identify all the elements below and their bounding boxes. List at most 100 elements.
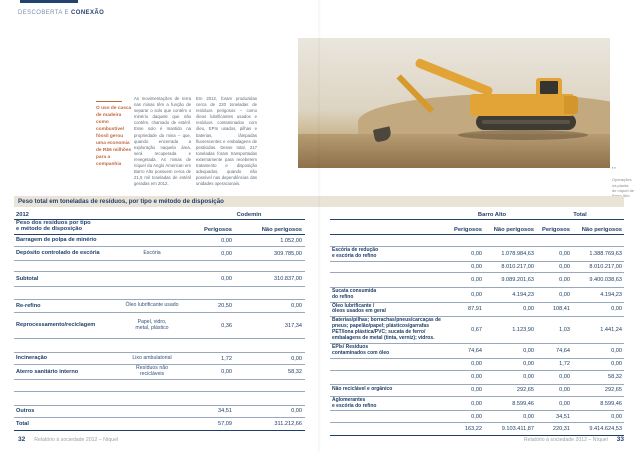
group-barro-alto: Barro Alto [477, 212, 507, 218]
callout-rule [96, 101, 122, 102]
total-perigosos-value: 0,00 [559, 400, 570, 407]
total-nao-perigosos-value: 9.400.038,63 [589, 276, 622, 283]
barroalto-nao-perigosos-value: 1.078.984,63 [501, 250, 534, 257]
barroalto-nao-perigosos-value: 0,00 [523, 306, 534, 313]
row-label [14, 265, 110, 267]
chapter-prefix: DESCOBERTA E [18, 10, 69, 16]
table-title: Peso total em toneladas de resíduos, por… [14, 196, 624, 207]
table-row-subtotal-right: 0,00 9.089.201,63 0,00 9.400.038,63 [330, 273, 624, 288]
total-nao-perigosos-value: 8.010.217,00 [589, 263, 622, 270]
codemin-perigosos-value [194, 345, 234, 347]
barroalto-perigosos-value: 0,00 [471, 276, 482, 283]
codemin-perigosos-value: 34,51 [218, 408, 232, 415]
row-label-right [330, 240, 448, 242]
barroalto-nao-perigosos-value: 0,00 [523, 361, 534, 368]
row-label: Total [16, 420, 29, 427]
col-codemin-nao-perigosos: Não perigosos [261, 227, 302, 233]
table-subheader-left: Peso dos resíduos por tipo e método de d… [14, 219, 305, 235]
table-row-escoria-2-right: 0,00 8.010.217,00 0,00 8.010.217,00 [330, 262, 624, 273]
row-label-right: Baterias/pilhas; borrachas/pneus/carcaça… [332, 317, 441, 342]
codemin-perigosos-value: 1,72 [221, 355, 232, 362]
ground [298, 134, 610, 168]
col-barroalto-perigosos: Perigosos [453, 227, 482, 233]
total-perigosos-value: 0,00 [559, 250, 570, 257]
col-total-perigosos: Perigosos [541, 227, 570, 233]
row-label [14, 384, 110, 386]
subheader-spacer [330, 232, 448, 234]
codemin-perigosos-value: 57,09 [218, 420, 232, 427]
codemin-perigosos-value [194, 397, 234, 399]
table-subheader-right: Perigosos Não perigosos Perigosos Não pe… [330, 221, 624, 235]
row-label-right [330, 266, 448, 268]
total-perigosos-value [536, 240, 572, 242]
highlight-callout: O uso de casca de madeira como combustív… [96, 101, 133, 169]
codemin-nao-perigosos-value: 309.785,00 [274, 250, 302, 257]
barroalto-perigosos-value: 163,22 [464, 426, 482, 433]
row-material [110, 384, 194, 386]
group-total: Total [573, 212, 587, 218]
caption-text: Operações na planta de níquel de Barro A… [612, 177, 635, 199]
table-row-aterro-interno: Aterro sanitário interno Resíduos não rec… [14, 365, 305, 380]
row-label: Outros [16, 408, 35, 415]
row-label-right: Óleo lubrificante / óleos usados em gera… [332, 302, 386, 315]
total-nao-perigosos-value [572, 240, 624, 242]
row-header-title: Peso dos resíduos por tipo e método de d… [16, 219, 91, 233]
total-nao-perigosos-value: 0,00 [611, 361, 622, 368]
table-row-re-refino-right: Óleo lubrificante / óleos usados em gera… [330, 303, 624, 318]
row-material: Papel, vidro, metal, plástico [135, 318, 169, 331]
barroalto-nao-perigosos-value: 9.089.201,63 [501, 276, 534, 283]
codemin-nao-perigosos-value: 311.212,66 [274, 420, 302, 427]
table-row-incineracao: Incineração Lixo ambulatorial 1,72 0,00 [14, 353, 305, 365]
table-row-reprocessamento-right: Baterias/pilhas; borrachas/pneus/carcaça… [330, 317, 624, 344]
codemin-nao-perigosos-value: 1.052,00 [280, 237, 302, 244]
photo-excavator [298, 38, 610, 168]
row-material: Resíduos não recicláveis [135, 365, 168, 377]
codemin-nao-perigosos-value [234, 397, 304, 399]
codemin-nao-perigosos-value [234, 384, 304, 386]
group-spacer [330, 217, 448, 219]
codemin-nao-perigosos-value: 58,32 [288, 368, 302, 375]
codemin-perigosos-value: 0,00 [221, 250, 232, 257]
table-row-epis-right: EPIs/ Resíduos contaminados com óleo 74,6… [330, 344, 624, 359]
total-nao-perigosos-value: 0,00 [611, 347, 622, 354]
barroalto-nao-perigosos-value: 8.010.217,00 [501, 263, 534, 270]
row-label: Subtotal [16, 275, 39, 282]
row-label: Depósito controlado de escória [16, 250, 100, 257]
excavator-boom [414, 57, 494, 97]
codemin-perigosos-value [194, 292, 234, 294]
footer-text-left: Relatório à sociedade 2012 – Níquel [34, 437, 119, 443]
table-row-deposito-escoria: Depósito controlado de escória Escória 0,0… [14, 247, 305, 261]
row-label [14, 397, 110, 399]
total-perigosos-value: 0,00 [559, 291, 570, 298]
col-total-nao-perigosos: Não perigosos [581, 227, 622, 233]
table-row-total: Total 57,09 311.212,66 [14, 418, 305, 431]
row-label: Incineração [16, 355, 48, 362]
codemin-perigosos-value [194, 384, 234, 386]
row-label-right [330, 428, 448, 430]
barroalto-nao-perigosos-value: 1.123,90 [512, 327, 534, 334]
total-nao-perigosos-value: 1.441,24 [600, 327, 622, 334]
total-perigosos-value: 0,00 [559, 387, 570, 394]
col-barroalto-nao-perigosos: Não perigosos [493, 227, 534, 233]
barroalto-nao-perigosos-value [484, 240, 536, 242]
row-label: Re-refino [16, 302, 41, 309]
excavator-counterweight [564, 96, 578, 114]
row-label [14, 345, 110, 347]
row-material [110, 292, 194, 294]
table-row-outros-right: 0,00 0,00 34,51 0,00 [330, 411, 624, 424]
total-nao-perigosos-value: 1.388.769,63 [589, 250, 622, 257]
caption-marker-icon: ▪▪ [612, 165, 617, 171]
barroalto-perigosos-value: 0,00 [471, 263, 482, 270]
codemin-nao-perigosos-value: 317,34 [284, 322, 302, 329]
year-label: 2012 [16, 212, 29, 218]
table-row-reprocessamento: Reprocessamento/reciclagem Papel, vidro, … [14, 313, 305, 339]
intro-paragraph-1: As movimentações de terra nas minas têm … [134, 96, 191, 187]
page-number-right: 33 [616, 436, 624, 443]
codemin-perigosos-value: 0,00 [221, 237, 232, 244]
table-row-re-refino: Re-refino Óleo lubrificante usado 20,50 0,0… [14, 300, 305, 313]
table-row-nao-reciclavel-right: Não reciclável e orgânico 0,00 292,65 0,00 2… [330, 385, 624, 397]
codemin-nao-perigosos-value [234, 292, 304, 294]
table-group-header-right: Barro Alto Total [330, 208, 624, 220]
barroalto-perigosos-value: 0,00 [471, 387, 482, 394]
total-perigosos-value: 0,00 [559, 263, 570, 270]
